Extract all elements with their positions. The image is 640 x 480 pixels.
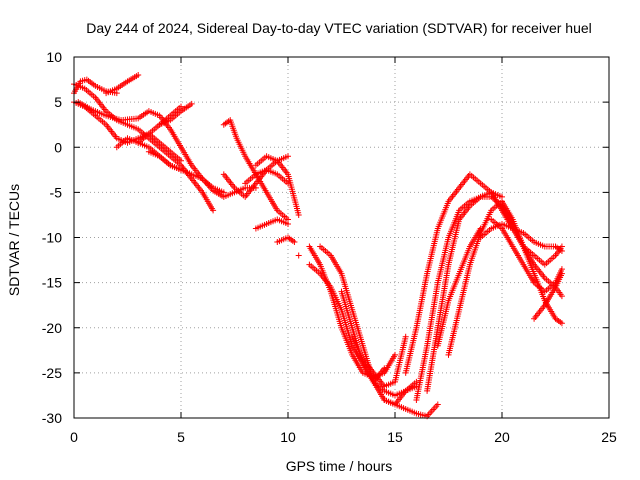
data-point	[558, 320, 565, 327]
data-point	[558, 270, 565, 277]
series-track-14	[252, 216, 291, 232]
y-tick-label: 0	[54, 139, 62, 155]
x-tick-label: 25	[601, 429, 617, 445]
x-tick-label: 0	[70, 429, 78, 445]
series-track-19	[317, 243, 420, 408]
series-track-10	[220, 153, 291, 200]
series-track-12	[252, 153, 302, 218]
y-tick-label: -20	[42, 320, 62, 336]
grid-lines	[74, 57, 609, 418]
chart-title: Day 244 of 2024, Sidereal Day-to-day VTE…	[86, 20, 592, 36]
series-track-16	[295, 252, 302, 259]
data-point	[178, 157, 184, 164]
data-point	[285, 153, 291, 160]
data-point	[295, 252, 302, 259]
series-track-28	[477, 220, 565, 255]
series-track-13	[242, 166, 291, 187]
x-axis-title: GPS time / hours	[286, 458, 393, 474]
data-point	[210, 207, 217, 214]
data-point	[381, 365, 388, 372]
series-track-18	[306, 261, 420, 399]
y-tick-label: -25	[42, 365, 62, 381]
series-track-4	[103, 72, 142, 97]
series-track-25	[424, 189, 505, 394]
series-track-21	[349, 333, 409, 390]
data-point	[291, 239, 298, 246]
series-track-9	[156, 100, 195, 128]
series-track-30	[499, 198, 565, 327]
y-tick-label: -5	[50, 184, 63, 200]
x-tick-label: 15	[387, 429, 403, 445]
data-point	[178, 166, 184, 173]
series-track-22	[381, 396, 441, 420]
axis-ticks: 0 5 10 15 20 25 10 5 0 -5 -10 -15 -20 -25 -30	[42, 49, 617, 445]
y-tick-label: -15	[42, 275, 62, 291]
data-point	[285, 220, 291, 227]
x-tick-label: 5	[177, 429, 185, 445]
series-track-26	[434, 225, 484, 349]
y-axis-title: SDTVAR / TECUs	[6, 184, 22, 296]
y-tick-label: 10	[46, 49, 62, 65]
x-tick-label: 20	[494, 429, 510, 445]
y-tick-label: -10	[42, 230, 62, 246]
data-point	[188, 100, 195, 107]
data-point	[402, 333, 409, 340]
data-point	[295, 211, 302, 218]
series-track-31	[531, 270, 565, 322]
data-point	[285, 180, 291, 187]
data-point	[220, 189, 227, 196]
data-point	[434, 401, 441, 408]
series-track-8	[145, 148, 184, 173]
x-tick-label: 10	[280, 429, 296, 445]
series-track-15	[274, 234, 298, 246]
data-point	[558, 248, 565, 255]
series-track-11	[220, 117, 291, 223]
data-point	[135, 72, 142, 79]
series-track-27	[445, 198, 505, 358]
y-tick-label: -30	[42, 410, 62, 426]
data-point	[392, 351, 398, 358]
data-marks	[71, 72, 565, 420]
y-tick-label: 5	[54, 94, 62, 110]
series-track-5	[75, 99, 259, 200]
data-point	[558, 293, 565, 300]
